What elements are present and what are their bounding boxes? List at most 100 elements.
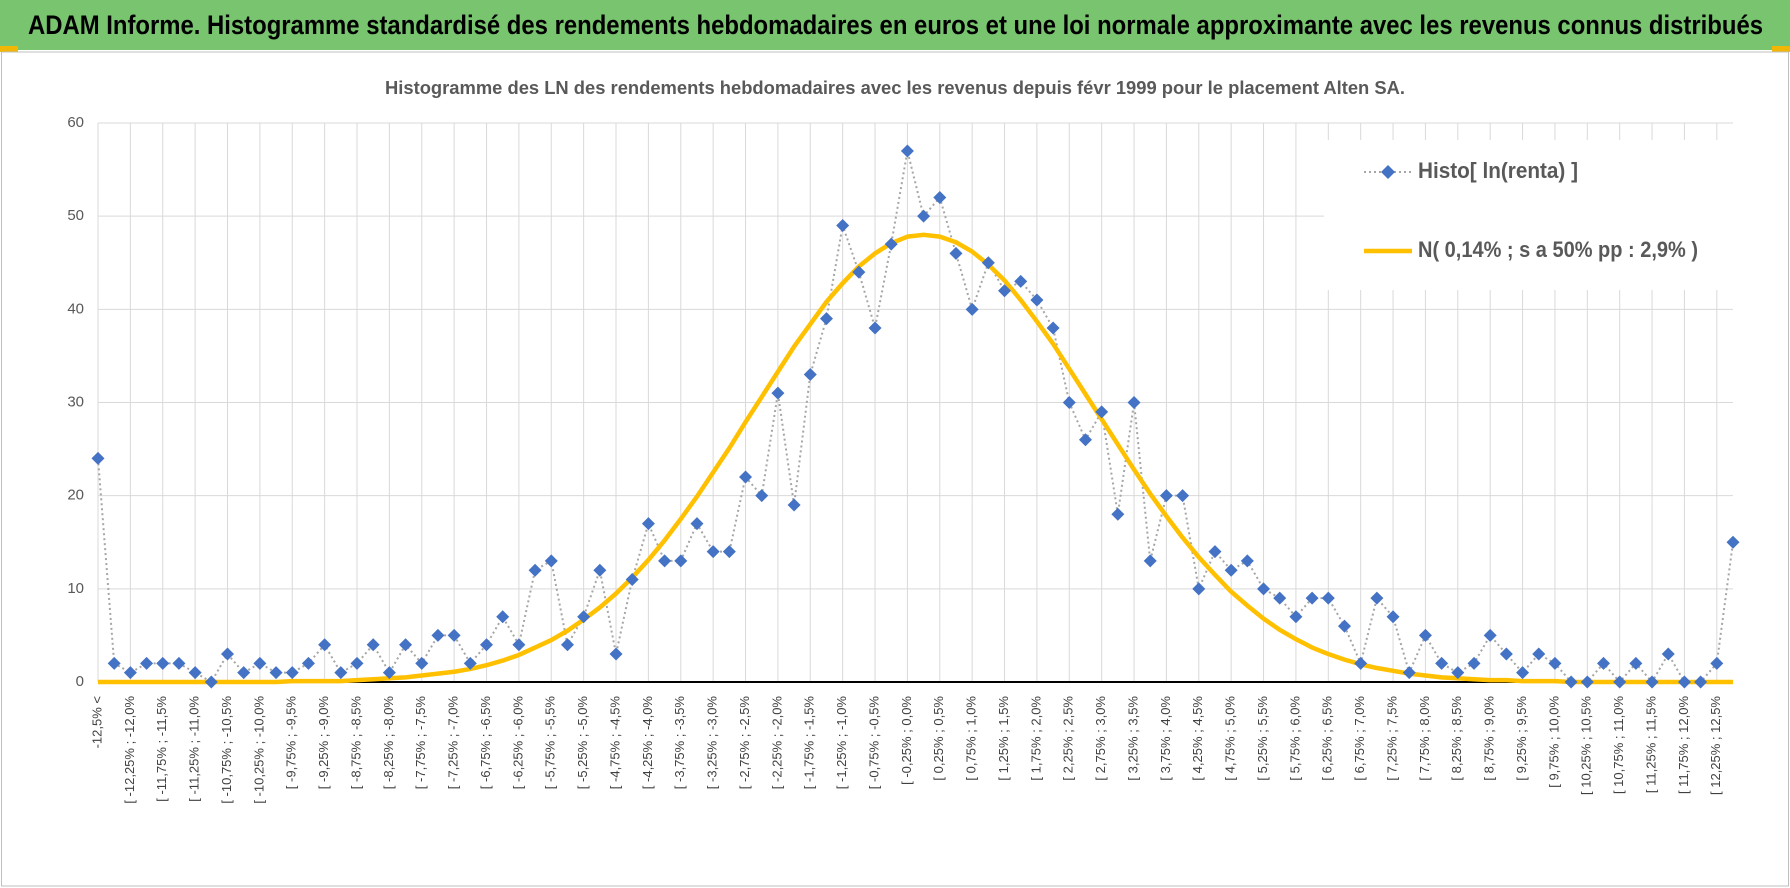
legend-label: N( 0,14% ; s a 50% pp : 2,9% ) (1418, 237, 1698, 262)
data-point (123, 666, 137, 680)
data-point (1580, 675, 1594, 689)
data-point (140, 656, 154, 670)
x-tick-label: [ 8,25% ; 8,5% (1449, 696, 1464, 781)
data-point (415, 656, 429, 670)
series-line (98, 232, 1733, 685)
x-tick-label: [ -1,75% ; -1,5% (802, 696, 817, 790)
data-point (1499, 647, 1513, 661)
data-point (1418, 628, 1432, 642)
header-bar (0, 0, 1790, 50)
data-point (1629, 656, 1643, 670)
data-point (1208, 545, 1222, 559)
data-point (156, 656, 170, 670)
data-point (1030, 293, 1044, 307)
legend-label: Histo[ ln(renta) ] (1418, 158, 1578, 183)
data-point (1483, 628, 1497, 642)
data-point (1062, 396, 1076, 409)
x-tick-label: -12,5% < (89, 696, 104, 748)
chart-title: Histogramme des LN des rendements hebdom… (385, 78, 1405, 98)
data-point (1240, 554, 1254, 568)
data-point (560, 638, 574, 652)
data-point (900, 144, 914, 158)
x-tick-label: [ -11,75% ; -11,5% (154, 696, 169, 802)
data-point (285, 666, 299, 680)
data-point (1435, 656, 1449, 670)
data-point (1726, 535, 1740, 549)
data-point (1289, 610, 1303, 624)
data-point (1613, 675, 1627, 689)
y-tick-label: 50 (67, 207, 84, 224)
x-tick-label: [ 6,25% ; 6,5% (1320, 696, 1335, 781)
data-point (1337, 619, 1351, 633)
x-tick-label: [ -0,25% ; 0,0% (899, 696, 914, 785)
x-tick-label: [ 5,25% ; 5,5% (1255, 696, 1270, 781)
data-point (674, 554, 688, 568)
corner-accent (1772, 46, 1790, 52)
x-tick-label: [ 11,75% ; 12,0% (1676, 696, 1691, 794)
data-point (188, 666, 202, 680)
data-point (965, 302, 979, 316)
data-point (690, 517, 704, 531)
x-tick-label: [ 7,75% ; 8,0% (1417, 696, 1432, 781)
x-tick-label: [ 9,75% ; 10,0% (1546, 696, 1561, 788)
data-point (528, 563, 542, 577)
x-tick-label: [ -10,75% ; -10,5% (219, 696, 234, 804)
data-point (819, 312, 833, 326)
data-point (1176, 489, 1190, 503)
x-tick-label: [ -4,25% ; -4,0% (640, 696, 655, 790)
data-point (107, 656, 121, 670)
data-point (204, 675, 218, 689)
data-point (1143, 554, 1157, 568)
data-point (1224, 563, 1238, 577)
x-tick-label: [ -8,25% ; -8,0% (381, 696, 396, 790)
data-point (334, 666, 348, 680)
data-point (1596, 656, 1610, 670)
data-point (1111, 507, 1125, 521)
data-point (755, 489, 769, 503)
data-point (998, 284, 1012, 298)
data-point (350, 656, 364, 670)
data-point (1078, 433, 1092, 447)
data-point (933, 191, 947, 205)
x-tick-label: [ 5,75% ; 6,0% (1287, 696, 1302, 781)
x-tick-label: [ 2,25% ; 2,5% (1061, 696, 1076, 781)
data-point (787, 498, 801, 512)
data-point (722, 545, 736, 559)
x-tick-label: [ 0,25% ; 0,5% (931, 696, 946, 781)
data-point (609, 647, 623, 661)
y-tick-label: 10 (67, 580, 84, 597)
data-point (1661, 647, 1675, 661)
x-tick-label: [ -9,75% ; -9,5% (284, 696, 299, 790)
data-point (447, 628, 461, 642)
x-tick-label: [ -1,25% ; -1,0% (834, 696, 849, 790)
data-point (1014, 274, 1028, 288)
data-point (917, 209, 931, 223)
data-point (544, 554, 558, 568)
x-tick-label: [ -3,75% ; -3,5% (672, 696, 687, 790)
data-point (1046, 321, 1060, 335)
x-tick-label: [ -9,25% ; -9,0% (316, 696, 331, 790)
data-point (1127, 396, 1141, 409)
data-point (981, 256, 995, 270)
data-point (1273, 591, 1287, 605)
x-tick-label: [ 10,25% ; 10,5% (1579, 696, 1594, 795)
data-point (269, 666, 283, 680)
x-tick-label: [ -2,75% ; -2,5% (737, 696, 752, 790)
data-point (1467, 656, 1481, 670)
x-tick-label: [ 1,25% ; 1,5% (996, 696, 1011, 781)
x-tick-label: [ 11,25% ; 11,5% (1643, 696, 1658, 794)
data-point (1548, 656, 1562, 670)
x-tick-label: [ 10,75% ; 11,0% (1611, 696, 1626, 794)
x-tick-label: [ -2,25% ; -2,0% (769, 696, 784, 790)
data-point (1257, 582, 1271, 596)
data-point (172, 656, 186, 670)
data-point (1192, 582, 1206, 596)
x-tick-label: [ 4,75% ; 5,0% (1223, 696, 1238, 781)
corner-accent (0, 46, 18, 52)
data-point (1095, 405, 1109, 419)
legend-box (1324, 140, 1734, 290)
data-point (1451, 666, 1465, 680)
x-tick-label: [ 3,75% ; 4,0% (1158, 696, 1173, 781)
